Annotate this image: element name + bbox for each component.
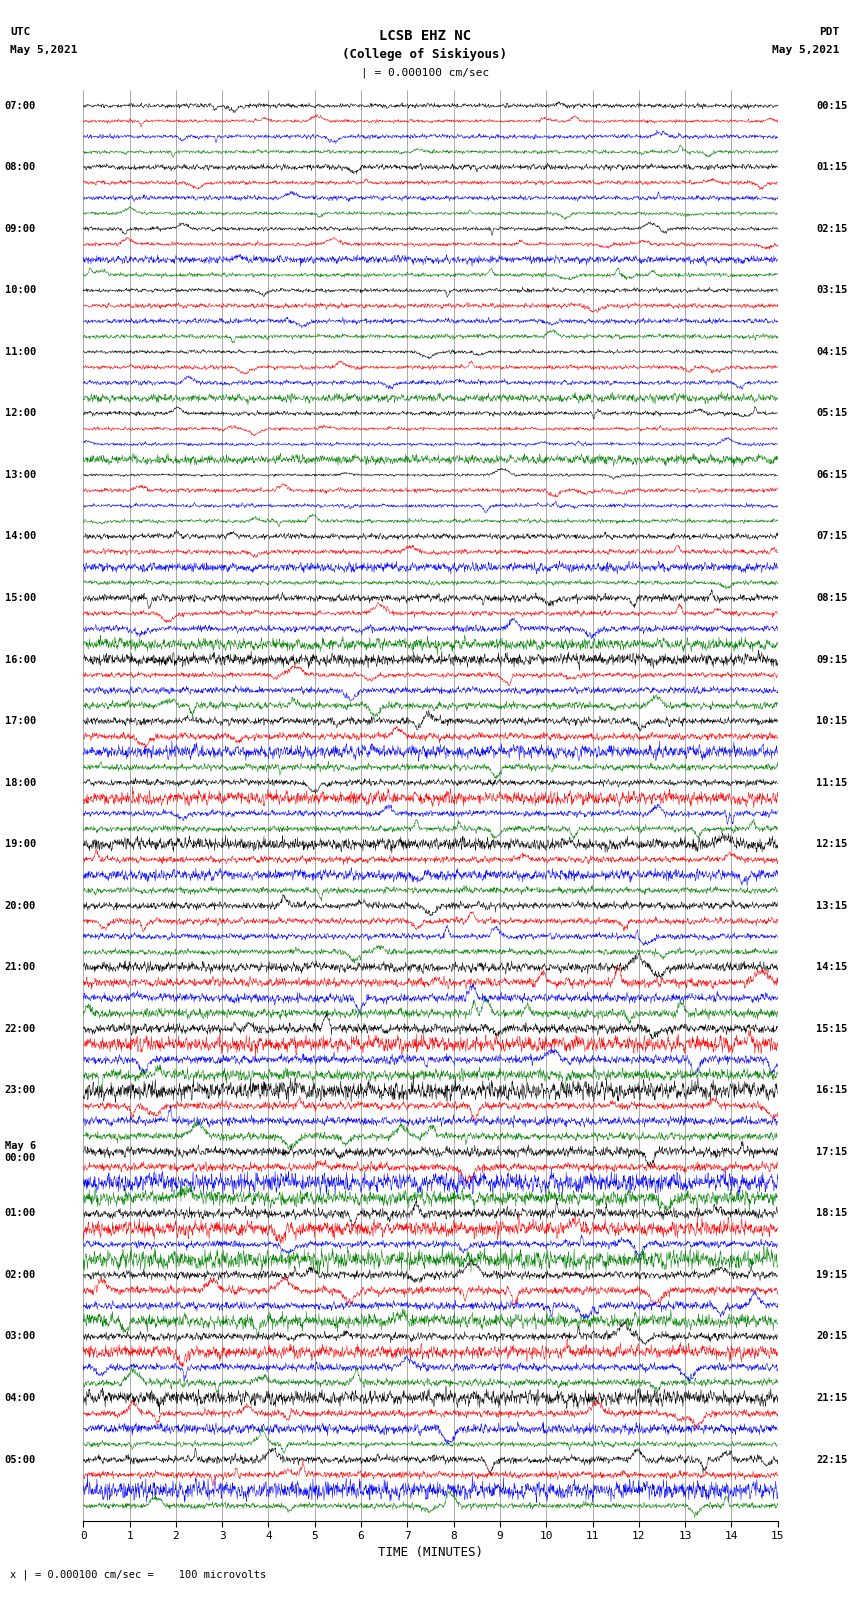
Text: 19:15: 19:15: [816, 1269, 847, 1279]
Text: PDT: PDT: [819, 27, 840, 37]
Text: 01:15: 01:15: [816, 163, 847, 173]
Text: 19:00: 19:00: [5, 839, 36, 848]
Text: 15:15: 15:15: [816, 1024, 847, 1034]
Text: 05:00: 05:00: [5, 1455, 36, 1465]
Text: 21:15: 21:15: [816, 1394, 847, 1403]
Text: 04:15: 04:15: [816, 347, 847, 356]
Text: 06:15: 06:15: [816, 469, 847, 481]
Text: 18:15: 18:15: [816, 1208, 847, 1218]
Text: May 5,2021: May 5,2021: [773, 45, 840, 55]
Text: 16:15: 16:15: [816, 1086, 847, 1095]
Text: 18:00: 18:00: [5, 777, 36, 787]
Text: 01:00: 01:00: [5, 1208, 36, 1218]
Text: 07:00: 07:00: [5, 100, 36, 111]
Text: 10:00: 10:00: [5, 286, 36, 295]
Text: UTC: UTC: [10, 27, 31, 37]
Text: May 6
00:00: May 6 00:00: [5, 1140, 36, 1163]
Text: 17:00: 17:00: [5, 716, 36, 726]
Text: 20:15: 20:15: [816, 1331, 847, 1342]
Text: 13:00: 13:00: [5, 469, 36, 481]
Text: 07:15: 07:15: [816, 531, 847, 542]
Text: 11:15: 11:15: [816, 777, 847, 787]
Text: 03:15: 03:15: [816, 286, 847, 295]
Text: 15:00: 15:00: [5, 594, 36, 603]
Text: 16:00: 16:00: [5, 655, 36, 665]
Text: 23:00: 23:00: [5, 1086, 36, 1095]
Text: 09:15: 09:15: [816, 655, 847, 665]
Text: May 5,2021: May 5,2021: [10, 45, 77, 55]
Text: | = 0.000100 cm/sec: | = 0.000100 cm/sec: [361, 68, 489, 79]
Text: 22:00: 22:00: [5, 1024, 36, 1034]
Text: 10:15: 10:15: [816, 716, 847, 726]
Text: 12:00: 12:00: [5, 408, 36, 418]
Text: 03:00: 03:00: [5, 1331, 36, 1342]
Text: 20:00: 20:00: [5, 900, 36, 911]
Text: 21:00: 21:00: [5, 963, 36, 973]
Text: 00:15: 00:15: [816, 100, 847, 111]
Text: 02:00: 02:00: [5, 1269, 36, 1279]
Text: x | = 0.000100 cm/sec =    100 microvolts: x | = 0.000100 cm/sec = 100 microvolts: [10, 1569, 266, 1581]
Text: 14:15: 14:15: [816, 963, 847, 973]
Text: (College of Siskiyous): (College of Siskiyous): [343, 48, 507, 61]
Text: 08:15: 08:15: [816, 594, 847, 603]
Text: 17:15: 17:15: [816, 1147, 847, 1157]
Text: 02:15: 02:15: [816, 224, 847, 234]
Text: 12:15: 12:15: [816, 839, 847, 848]
Text: 14:00: 14:00: [5, 531, 36, 542]
Text: 22:15: 22:15: [816, 1455, 847, 1465]
Text: 13:15: 13:15: [816, 900, 847, 911]
Text: 04:00: 04:00: [5, 1394, 36, 1403]
Text: 09:00: 09:00: [5, 224, 36, 234]
Text: 08:00: 08:00: [5, 163, 36, 173]
X-axis label: TIME (MINUTES): TIME (MINUTES): [378, 1545, 483, 1558]
Text: 05:15: 05:15: [816, 408, 847, 418]
Text: LCSB EHZ NC: LCSB EHZ NC: [379, 29, 471, 44]
Text: 11:00: 11:00: [5, 347, 36, 356]
